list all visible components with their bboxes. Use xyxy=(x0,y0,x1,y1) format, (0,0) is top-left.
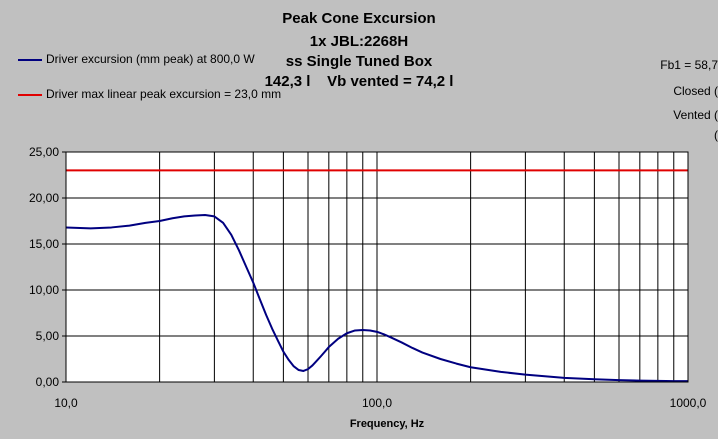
y-tick-label: 25,00 xyxy=(29,145,59,159)
series-layer xyxy=(65,169,688,383)
side-note-fb1: Fb1 = 58,7 xyxy=(660,58,718,72)
grid-layer xyxy=(66,152,688,382)
legend-entry-excursion: Driver excursion (mm peak) at 800,0 W xyxy=(18,52,255,66)
y-tick-label: 20,00 xyxy=(29,191,59,205)
x-axis-label: Frequency, Hz xyxy=(350,418,425,430)
y-tick-label: 15,00 xyxy=(29,237,59,251)
series-line-excursion xyxy=(65,214,688,383)
y-tick-label: 10,00 xyxy=(29,283,59,297)
chart-title-line-3: ss Single Tuned Box xyxy=(285,53,433,70)
chart-title-line-1: Peak Cone Excursion xyxy=(282,10,436,27)
side-note-extra: ( xyxy=(714,128,718,142)
legend-swatch-max-linear xyxy=(18,93,42,96)
y-tick-label: 0,00 xyxy=(36,375,60,389)
y-tick-label: 5,00 xyxy=(36,329,60,343)
legend-entry-max-linear: Driver max linear peak excursion = 23,0 … xyxy=(18,87,281,101)
chart-title-line-4: 142,3 l Vb vented = 74,2 l xyxy=(264,73,454,90)
x-tick-label: 100,0 xyxy=(362,396,392,410)
side-note-vented: Vented ( xyxy=(673,108,718,122)
x-tick-label: 10,0 xyxy=(54,396,78,410)
legend-swatch-excursion xyxy=(18,58,42,61)
plot-border xyxy=(65,151,689,383)
chart-title-line-2: 1x JBL:2268H xyxy=(309,33,409,50)
legend-label-max-linear: Driver max linear peak excursion = 23,0 … xyxy=(46,87,282,101)
x-tick-label: 1000,0 xyxy=(670,396,707,410)
tick-layer: 0,00 5,00 10,00 15,00 20,00 25,00 10,0 100,0 100… xyxy=(29,145,707,410)
side-note-closed: Closed ( xyxy=(673,84,718,98)
legend-label-excursion: Driver excursion (mm peak) at 800,0 W xyxy=(46,52,255,66)
